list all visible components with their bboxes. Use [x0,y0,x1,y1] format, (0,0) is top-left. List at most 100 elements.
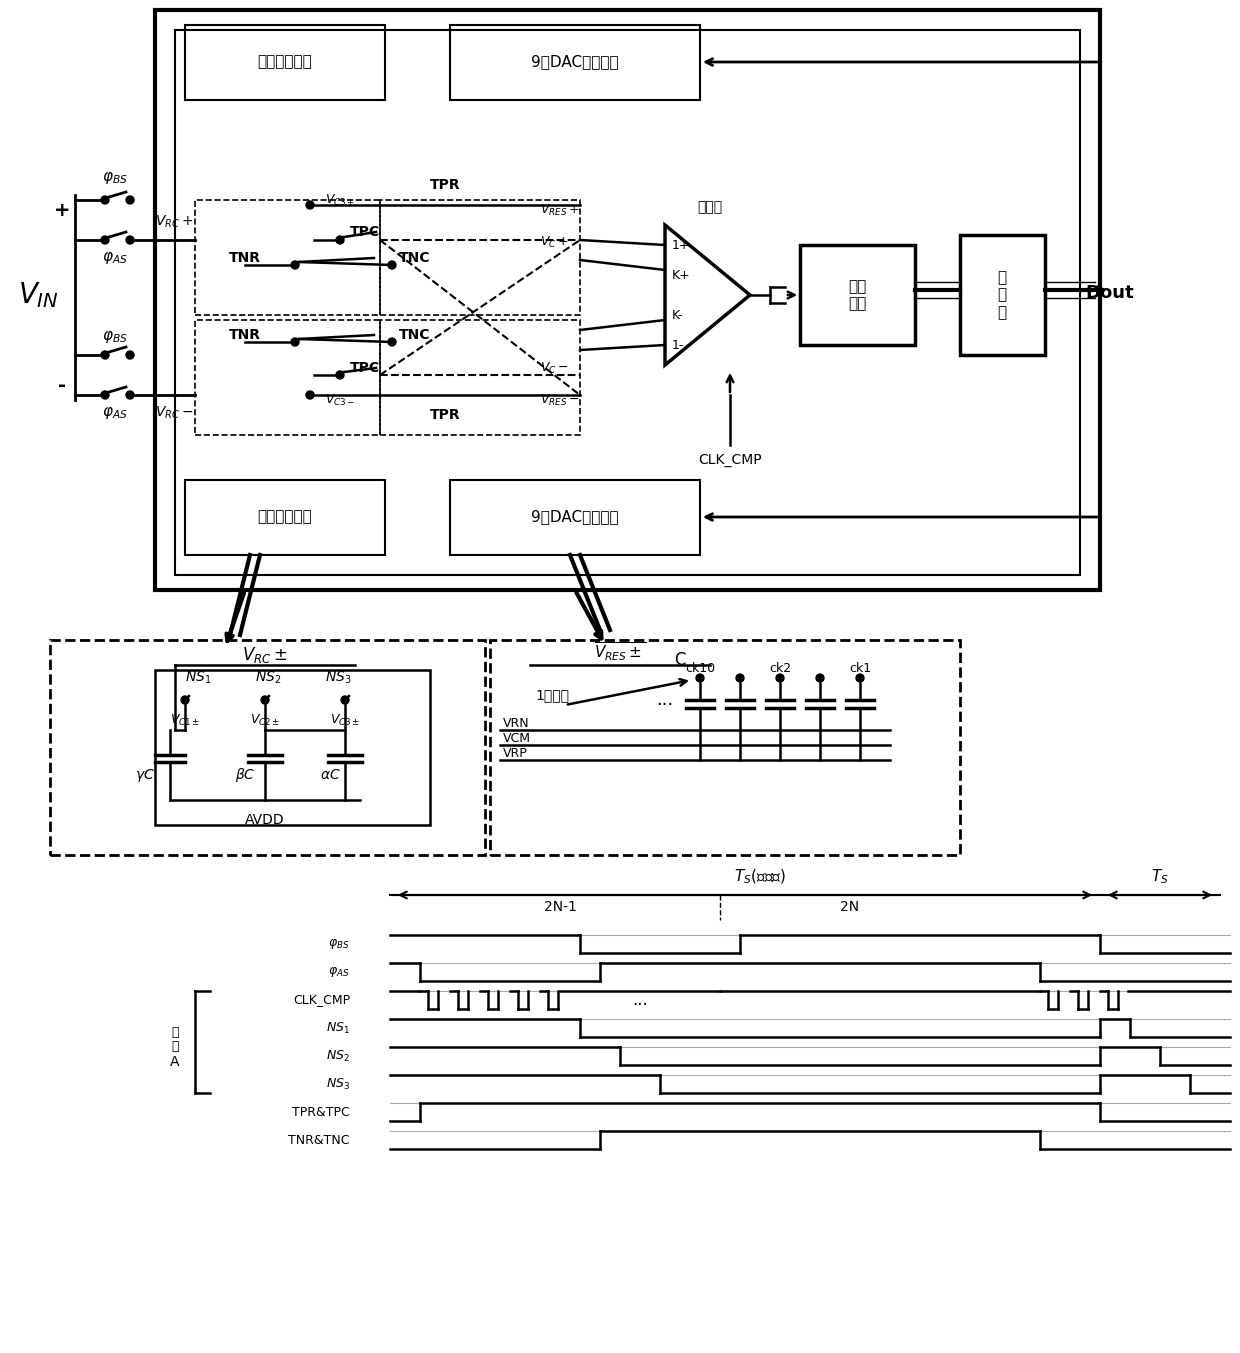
Bar [175,30,1080,575]
Text: $\varphi_{BS}$: $\varphi_{BS}$ [102,329,128,345]
Circle shape [336,371,343,379]
Text: $NS_1$: $NS_1$ [185,670,212,686]
Text: $V_{RC}+$: $V_{RC}+$ [155,214,193,230]
Text: VRN: VRN [503,717,529,731]
Text: $NS_2$: $NS_2$ [255,670,281,686]
Circle shape [856,674,864,682]
Text: $V_{RES}+$: $V_{RES}+$ [539,203,580,218]
Text: CLK_CMP: CLK_CMP [293,993,350,1007]
Circle shape [306,202,314,208]
Text: A: A [170,1055,180,1069]
Text: $\varphi_{BS}$: $\varphi_{BS}$ [102,170,128,185]
Circle shape [816,674,825,682]
Text: +: + [53,200,71,219]
Text: 幅: 幅 [171,1026,179,1039]
Text: VRP: VRP [503,747,528,760]
Text: -: - [58,376,66,395]
Text: $\gamma C$: $\gamma C$ [135,767,155,783]
Circle shape [336,235,343,244]
Text: VCM: VCM [503,732,531,746]
Bar [450,480,701,555]
Text: $\overline{V_{RES}\pm}$: $\overline{V_{RES}\pm}$ [594,640,646,663]
Circle shape [181,695,188,704]
Circle shape [100,350,109,359]
Bar [450,24,701,100]
Text: $V_C-$: $V_C-$ [539,360,569,376]
Text: $\varphi_{AS}$: $\varphi_{AS}$ [102,405,128,421]
Text: C: C [675,651,686,668]
Bar [195,321,379,436]
Text: $\alpha C$: $\alpha C$ [320,769,341,782]
Circle shape [696,674,704,682]
Text: TNR: TNR [229,252,260,265]
Bar [50,640,485,855]
Circle shape [737,674,744,682]
Text: TPR: TPR [430,179,460,192]
Text: AVDD: AVDD [246,813,285,827]
Bar [960,235,1045,354]
Text: $\varphi_{AS}$: $\varphi_{AS}$ [102,250,128,267]
Circle shape [291,338,299,346]
Circle shape [100,391,109,399]
Text: $V_{C1\pm}$: $V_{C1\pm}$ [170,713,200,728]
Text: $NS_3$: $NS_3$ [326,1077,350,1092]
Text: $NS_2$: $NS_2$ [326,1049,350,1063]
Text: TPR&TPC: TPR&TPC [293,1105,350,1119]
Text: $V_C+$: $V_C+$ [539,234,569,249]
Text: $V_{RC}-$: $V_{RC}-$ [155,405,193,421]
Bar [155,9,1100,590]
Text: CLK_CMP: CLK_CMP [698,453,761,467]
Bar [185,24,384,100]
Circle shape [126,196,134,204]
Text: TNC: TNC [399,252,430,265]
Text: TNR: TNR [229,327,260,342]
Circle shape [291,261,299,269]
Circle shape [260,695,269,704]
Circle shape [126,350,134,359]
Circle shape [126,235,134,244]
Circle shape [388,261,396,269]
Text: TPC: TPC [350,361,381,375]
Bar [490,640,960,855]
Circle shape [100,196,109,204]
Bar [379,321,580,436]
Text: 2N: 2N [841,900,859,915]
Text: Dout: Dout [1086,284,1135,302]
Text: $V_{C2\pm}$: $V_{C2\pm}$ [249,713,280,728]
Text: 9位DAC电容阵列: 9位DAC电容阵列 [531,54,619,69]
Text: 串
联
器: 串 联 器 [997,271,1007,319]
Text: $\varphi_{AS}$: $\varphi_{AS}$ [329,965,350,980]
Text: K+: K+ [672,268,691,281]
Text: $V_{RC}\pm$: $V_{RC}\pm$ [242,645,288,666]
Text: TPC: TPC [350,225,381,239]
Text: $\beta C$: $\beta C$ [234,766,255,783]
Text: 1-: 1- [672,338,684,352]
Text: ...: ... [656,691,673,709]
Circle shape [100,235,109,244]
Text: 噪声整形模块: 噪声整形模块 [258,54,312,69]
Text: $\varphi_{BS}$: $\varphi_{BS}$ [329,938,350,951]
Bar [195,200,379,315]
Text: 2N-1: 2N-1 [543,900,577,915]
Circle shape [341,695,348,704]
Text: $V_{C3+}$: $V_{C3+}$ [325,192,356,207]
Bar [185,480,384,555]
Text: $V_{RES}-$: $V_{RES}-$ [539,392,579,407]
Text: ck1: ck1 [849,662,870,675]
Bar [155,670,430,825]
Bar [379,200,580,315]
Text: $V_{C3-}$: $V_{C3-}$ [325,392,356,407]
Text: $NS_3$: $NS_3$ [325,670,352,686]
Circle shape [306,391,314,399]
Circle shape [388,338,396,346]
Text: 逻辑
电路: 逻辑 电路 [848,279,866,311]
Text: TNR&TNC: TNR&TNC [289,1134,350,1146]
Text: TNC: TNC [399,327,430,342]
Text: ck2: ck2 [769,662,791,675]
Text: $V_{C3\pm}$: $V_{C3\pm}$ [330,713,360,728]
Circle shape [126,391,134,399]
Text: 度: 度 [171,1040,179,1054]
Text: ck10: ck10 [684,662,715,675]
Text: $V_{IN}$: $V_{IN}$ [17,280,58,310]
Text: TPR: TPR [430,409,460,422]
